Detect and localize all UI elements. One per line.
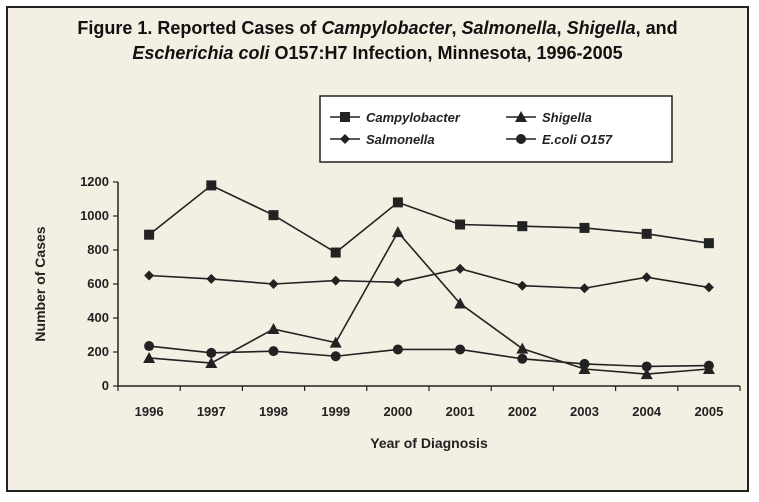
y-tick-label: 400 [87,310,109,325]
data-point [392,344,403,355]
x-tick-label: 1999 [321,404,350,419]
series-line [149,230,709,375]
data-point [517,353,528,364]
data-point [330,275,341,286]
data-point [329,336,342,348]
legend-label: Salmonella [366,132,435,147]
series-line [148,184,710,254]
data-point [455,219,466,230]
data-point [703,282,714,293]
legend-label: Shigella [542,110,592,125]
y-axis-title: Number of Cases [32,226,48,341]
legend-label: E.coli O157 [542,132,613,147]
x-tick-label: 2001 [446,404,475,419]
data-point [205,357,218,369]
title-part: O157:H7 Infection, Minnesota, 1996-2005 [269,43,623,63]
data-point [391,226,404,238]
title-line-2: Escherichia coli O157:H7 Infection, Minn… [8,41,747,66]
series-line [149,345,709,368]
figure-title: Figure 1. Reported Cases of Campylobacte… [8,16,747,66]
data-point [703,360,714,371]
y-tick-label: 1000 [80,208,109,223]
x-tick-label: 2004 [632,404,662,419]
series-e-coli-o157 [144,341,714,372]
legend: Campylobacter Shigella Salmonella E.coli O1… [319,95,673,163]
legend-marker [516,134,526,144]
x-tick-label: 1997 [197,404,226,419]
data-point [206,273,217,284]
data-point [517,221,528,232]
series-line [149,267,710,290]
data-point [268,210,279,221]
data-point [641,272,652,283]
data-point [516,342,529,354]
title-part: , and [635,18,678,38]
x-tick-label: 2000 [383,404,412,419]
y-tick-label: 1200 [80,174,109,189]
y-tick-label: 0 [102,378,109,393]
data-point [206,180,217,191]
data-point [144,270,155,281]
data-point [579,358,590,369]
data-point [641,228,652,239]
data-point [703,238,714,249]
legend-marker [515,111,527,122]
data-point [455,263,466,274]
line-chart: 0 200 400 600 800 1000 1200 1996 1997 1998 1999 200… [32,95,741,451]
legend-label: Campylobacter [366,110,461,125]
title-part: Figure 1. Reported Cases of [77,18,322,38]
x-tick-label: 2005 [694,404,723,419]
data-point [640,368,653,380]
y-tick-label: 600 [87,276,109,291]
series-campylobacter [144,180,714,258]
title-part: Escherichia coli [132,43,270,63]
title-part: Campylobacter [321,18,452,38]
data-point [144,229,155,240]
series-salmonella [144,263,714,294]
data-point [392,197,403,208]
data-point [641,361,652,372]
data-point [268,346,279,357]
figure-frame: Figure 1. Reported Cases of Campylobacte… [6,6,749,492]
data-point [143,351,156,363]
title-line-1: Figure 1. Reported Cases of Campylobacte… [8,16,747,41]
data-point [330,247,341,258]
y-tick-label: 200 [87,344,109,359]
x-tick-label: 1996 [135,404,164,419]
data-point [267,323,280,335]
title-part: , [451,18,462,38]
data-point [517,280,528,291]
x-axis-title: Year of Diagnosis [370,435,488,451]
x-tick-label: 2003 [570,404,599,419]
data-point [206,347,217,358]
data-point [392,277,403,288]
title-part: Salmonella [461,18,557,38]
data-point [268,279,279,289]
title-part: Shigella [566,18,636,38]
data-point [579,222,590,233]
data-point [330,351,341,362]
data-point [579,283,590,294]
legend-marker [340,112,350,122]
data-point [455,344,466,355]
data-point [454,297,467,309]
series-shigella [143,226,715,380]
legend-marker [340,134,350,144]
x-tick-label: 2002 [508,404,537,419]
data-point [144,341,155,352]
x-tick-label: 1998 [259,404,288,419]
legend-box [319,95,673,163]
title-part: , [556,18,567,38]
y-tick-label: 800 [87,242,109,257]
